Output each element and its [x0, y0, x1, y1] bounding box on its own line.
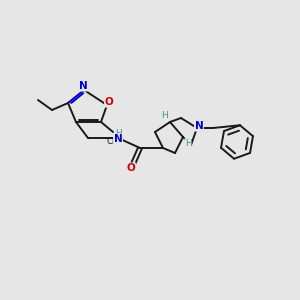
Text: H: H — [162, 112, 168, 121]
Text: H: H — [184, 139, 191, 148]
Text: N: N — [195, 121, 203, 131]
Text: H: H — [115, 128, 122, 137]
Text: N: N — [79, 81, 87, 91]
Text: CH₃: CH₃ — [106, 137, 122, 146]
Text: O: O — [127, 163, 135, 173]
Text: N: N — [114, 134, 122, 144]
Text: O: O — [105, 97, 113, 107]
